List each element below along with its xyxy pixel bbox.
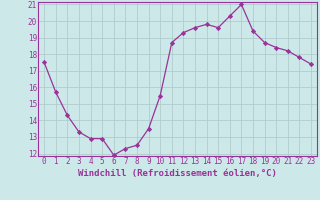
X-axis label: Windchill (Refroidissement éolien,°C): Windchill (Refroidissement éolien,°C) [78, 169, 277, 178]
